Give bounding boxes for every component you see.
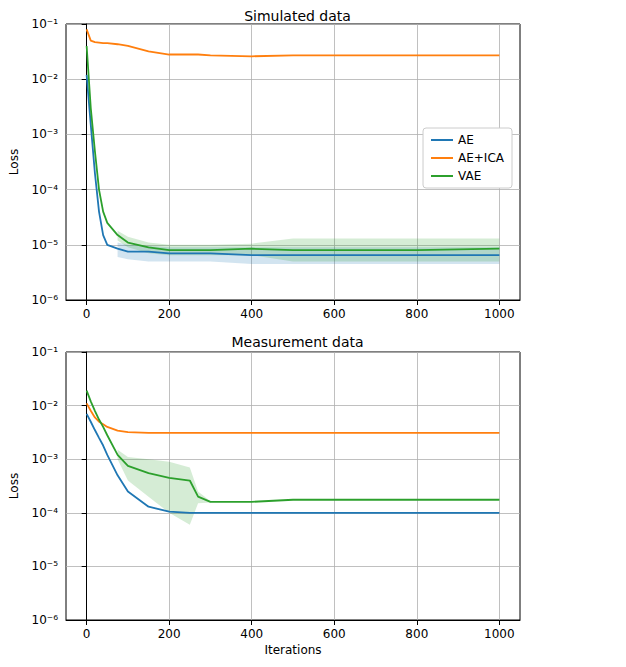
svg-text:10⁻²: 10⁻²	[32, 399, 59, 413]
svg-text:600: 600	[323, 307, 346, 321]
svg-text:200: 200	[158, 627, 181, 641]
svg-text:Loss: Loss	[7, 149, 21, 175]
svg-text:600: 600	[323, 627, 346, 641]
svg-text:Iterations: Iterations	[264, 643, 321, 657]
svg-text:AE+ICA: AE+ICA	[458, 151, 505, 165]
svg-text:1000: 1000	[484, 307, 515, 321]
svg-text:200: 200	[158, 307, 181, 321]
svg-text:800: 800	[405, 627, 428, 641]
svg-text:1000: 1000	[484, 627, 515, 641]
svg-text:800: 800	[405, 307, 428, 321]
svg-text:10⁻⁶: 10⁻⁶	[32, 293, 59, 307]
svg-text:10⁻²: 10⁻²	[32, 72, 59, 86]
svg-text:VAE: VAE	[458, 169, 481, 183]
svg-text:10⁻⁵: 10⁻⁵	[32, 559, 59, 573]
svg-text:10⁻⁶: 10⁻⁶	[32, 613, 59, 627]
svg-text:AE: AE	[458, 133, 474, 147]
svg-text:10⁻³: 10⁻³	[32, 452, 59, 466]
svg-text:10⁻¹: 10⁻¹	[32, 17, 59, 31]
svg-text:0: 0	[83, 307, 91, 321]
svg-text:Loss: Loss	[7, 473, 21, 499]
svg-text:Simulated data: Simulated data	[244, 8, 351, 24]
svg-text:400: 400	[240, 627, 263, 641]
svg-text:10⁻⁴: 10⁻⁴	[32, 183, 59, 197]
svg-text:10⁻⁵: 10⁻⁵	[32, 238, 59, 252]
svg-text:10⁻¹: 10⁻¹	[32, 345, 59, 359]
svg-text:10⁻³: 10⁻³	[32, 127, 59, 141]
svg-text:10⁻⁴: 10⁻⁴	[32, 506, 59, 520]
svg-text:400: 400	[240, 307, 263, 321]
svg-text:0: 0	[83, 627, 91, 641]
svg-text:Measurement data: Measurement data	[231, 334, 363, 350]
